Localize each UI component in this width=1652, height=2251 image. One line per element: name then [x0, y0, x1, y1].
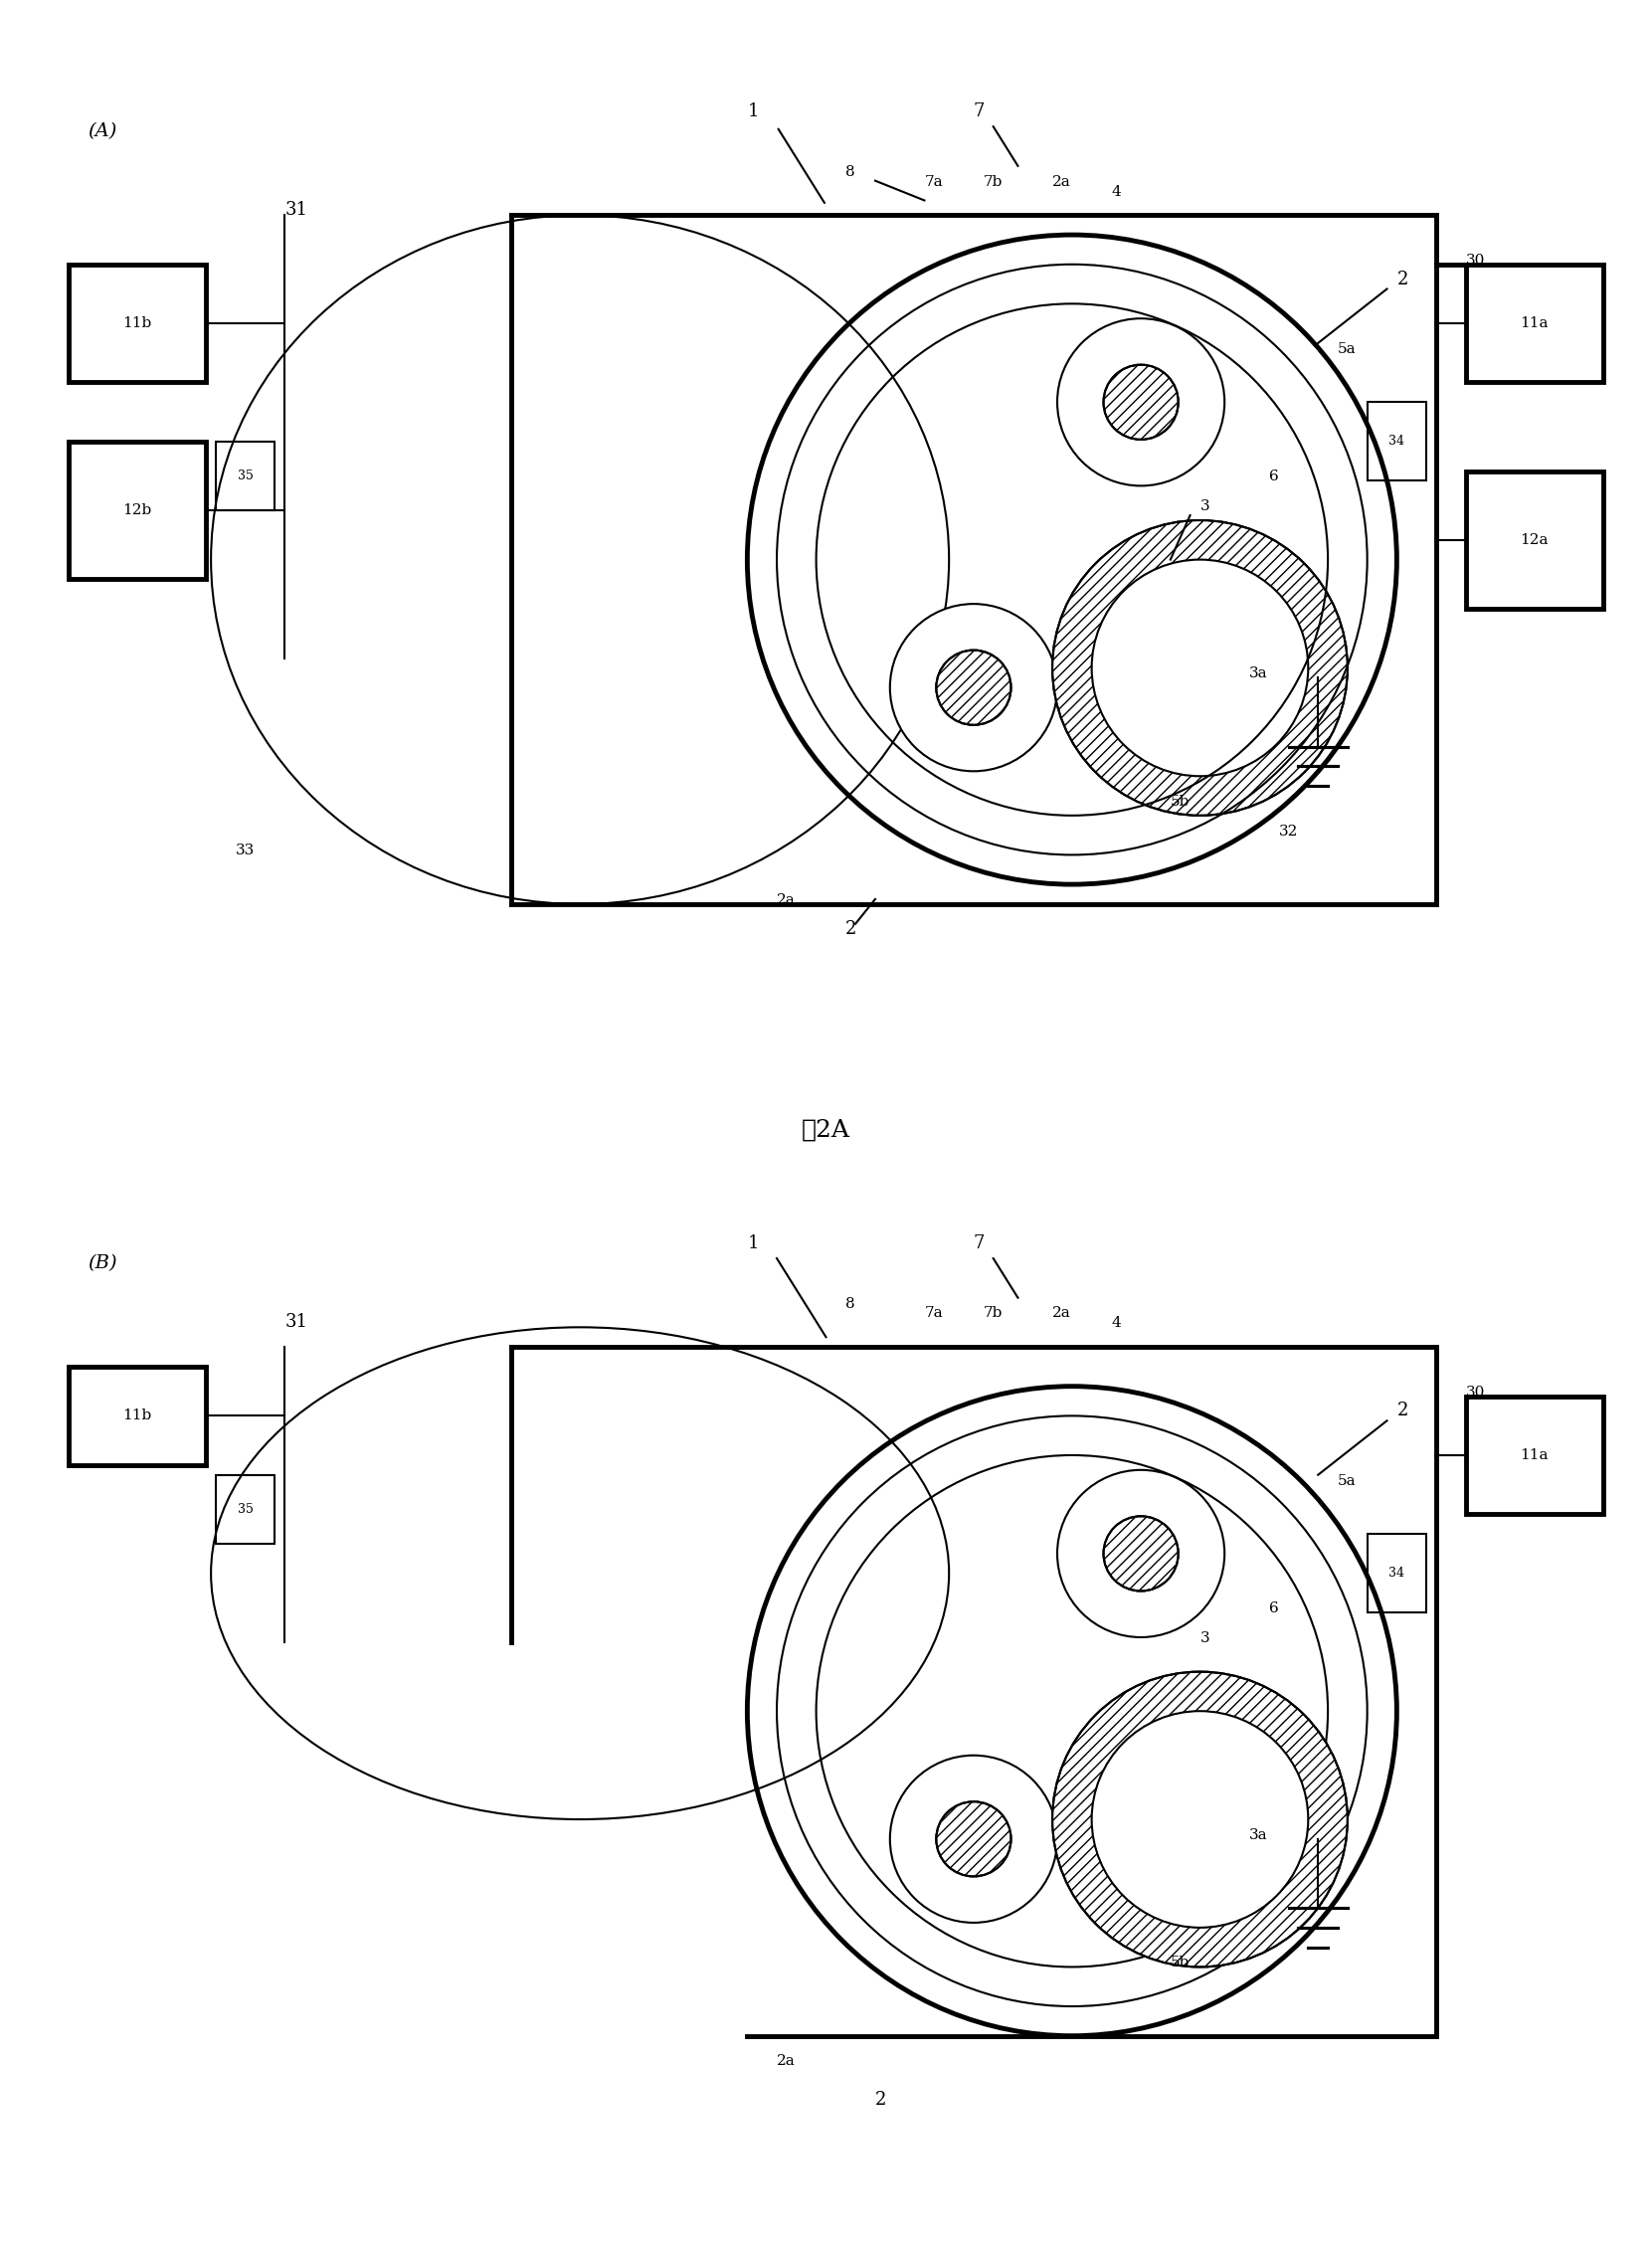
Text: 7a: 7a	[925, 176, 943, 189]
Circle shape	[937, 1801, 1011, 1877]
Text: 1: 1	[747, 104, 758, 122]
Circle shape	[1104, 365, 1178, 439]
Text: (B): (B)	[88, 1254, 117, 1272]
Bar	[216, 1474, 274, 1544]
Text: 35: 35	[238, 470, 253, 482]
Text: 34: 34	[1389, 434, 1404, 448]
Bar	[1465, 470, 1604, 608]
Text: 33: 33	[236, 844, 254, 858]
Bar	[1368, 403, 1426, 482]
Text: 4: 4	[1112, 1317, 1122, 1330]
Text: 31: 31	[284, 1312, 307, 1330]
Text: 2a: 2a	[1052, 1306, 1070, 1321]
Text: 5a: 5a	[1338, 342, 1356, 356]
Text: 4: 4	[1112, 185, 1122, 198]
Text: 2: 2	[1396, 1402, 1408, 1420]
Text: 3: 3	[1199, 500, 1209, 513]
Text: 34: 34	[1389, 1567, 1404, 1580]
Circle shape	[890, 603, 1057, 772]
Text: 30: 30	[1465, 1384, 1485, 1400]
Text: 8: 8	[846, 164, 856, 178]
Text: 2: 2	[876, 2091, 887, 2109]
Circle shape	[1057, 1470, 1224, 1636]
Bar	[1465, 263, 1604, 383]
Circle shape	[937, 651, 1011, 725]
Text: 7: 7	[973, 1234, 985, 1252]
Text: 6: 6	[1269, 1603, 1279, 1616]
Bar	[68, 1366, 206, 1465]
Text: 6: 6	[1269, 470, 1279, 484]
Text: 12a: 12a	[1520, 533, 1548, 547]
Circle shape	[1092, 1711, 1308, 1927]
Text: 8: 8	[846, 1297, 856, 1310]
Text: 30: 30	[1465, 254, 1485, 268]
Text: 11b: 11b	[122, 317, 152, 331]
Circle shape	[1057, 317, 1224, 486]
Text: 7a: 7a	[925, 1306, 943, 1321]
Text: 图2A: 图2A	[801, 1119, 851, 1141]
Text: 5b: 5b	[1170, 795, 1189, 808]
Text: 7: 7	[973, 104, 985, 122]
Text: 5b: 5b	[1170, 1956, 1189, 1970]
Text: 2: 2	[1396, 270, 1408, 288]
Text: 2a: 2a	[776, 2055, 796, 2069]
Text: 1: 1	[747, 1234, 758, 1252]
Text: 2a: 2a	[776, 894, 796, 907]
Text: 12b: 12b	[122, 504, 152, 518]
Text: 32: 32	[1279, 824, 1298, 837]
Text: 3a: 3a	[1249, 666, 1267, 680]
Text: 2: 2	[846, 921, 857, 939]
Bar	[1465, 1396, 1604, 1515]
Circle shape	[890, 1756, 1057, 1922]
Bar	[68, 263, 206, 383]
Text: 11a: 11a	[1520, 317, 1548, 331]
Text: 3a: 3a	[1249, 1828, 1267, 1841]
Text: 7b: 7b	[983, 1306, 1003, 1321]
Circle shape	[1104, 1517, 1178, 1591]
Bar	[216, 441, 274, 511]
Text: (A): (A)	[88, 122, 117, 140]
Text: 35: 35	[238, 1504, 253, 1515]
Text: 31: 31	[284, 200, 307, 218]
Text: 3: 3	[1199, 1632, 1209, 1645]
Text: 7b: 7b	[983, 176, 1003, 189]
Text: 11b: 11b	[122, 1409, 152, 1423]
Circle shape	[1052, 520, 1348, 815]
Text: 2a: 2a	[1052, 176, 1070, 189]
Bar	[68, 441, 206, 579]
Text: 11a: 11a	[1520, 1447, 1548, 1463]
Circle shape	[1052, 1672, 1348, 1967]
Circle shape	[1092, 560, 1308, 777]
Bar	[1368, 1533, 1426, 1612]
Text: 5a: 5a	[1338, 1474, 1356, 1488]
